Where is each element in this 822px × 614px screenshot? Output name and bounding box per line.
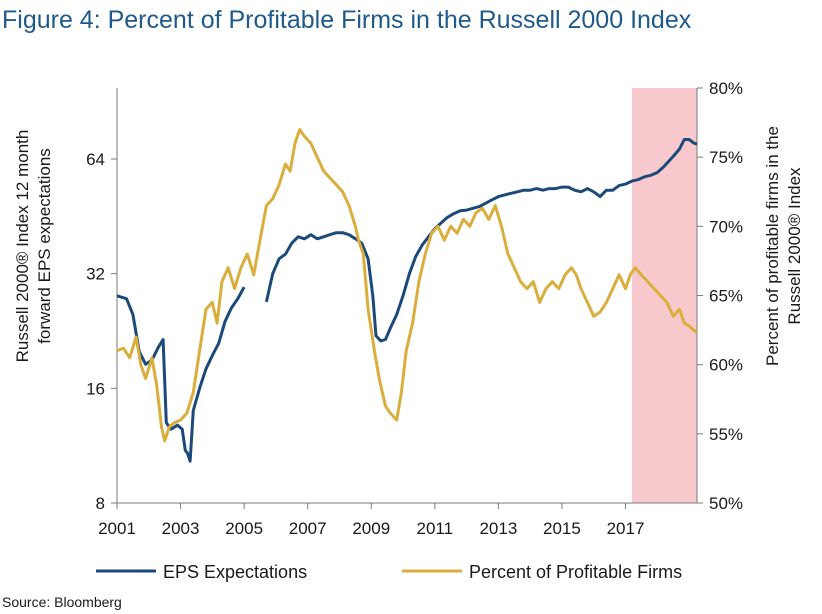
left-tick-label: 64 xyxy=(86,150,105,169)
legend-label-profitable: Percent of Profitable Firms xyxy=(469,562,682,582)
x-tick-label: 2007 xyxy=(289,519,327,538)
right-axis-label-line1: Percent of profitable firms in the xyxy=(763,126,782,366)
legend-label-eps: EPS Expectations xyxy=(163,562,307,582)
chart-title: Figure 4: Percent of Profitable Firms in… xyxy=(2,6,692,34)
x-tick-label: 2011 xyxy=(417,519,454,538)
right-tick-label: 70% xyxy=(709,217,743,236)
left-tick-label: 16 xyxy=(86,379,105,398)
right-tick-label: 60% xyxy=(709,356,743,375)
x-tick-label: 2015 xyxy=(543,519,581,538)
left-tick-label: 32 xyxy=(86,265,105,284)
x-tick-label: 2003 xyxy=(162,519,200,538)
right-axis-label-line2: Russell 2000® Index xyxy=(785,167,804,325)
right-tick-label: 65% xyxy=(709,287,743,306)
x-tick-label: 2005 xyxy=(225,519,263,538)
x-tick-label: 2013 xyxy=(479,519,517,538)
eps-expectations-line-segment-0 xyxy=(116,286,246,463)
source-note: Source: Bloomberg xyxy=(2,594,122,610)
right-tick-label: 50% xyxy=(709,494,743,513)
forecast-highlight-band xyxy=(631,88,697,503)
x-tick-label: 2017 xyxy=(607,519,645,538)
x-tick-label: 2009 xyxy=(352,519,390,538)
eps-expectations-line-segment-1 xyxy=(264,138,698,343)
left-tick-label: 8 xyxy=(96,494,105,513)
right-tick-label: 55% xyxy=(709,425,743,444)
left-axis-label-line1: Russell 2000® Index 12 month xyxy=(13,130,32,363)
x-tick-label: 2001 xyxy=(98,519,136,538)
left-axis-label-line2: forward EPS expectations xyxy=(35,148,54,344)
profitable-firms-line-segment-0 xyxy=(116,128,698,443)
right-tick-label: 80% xyxy=(709,79,743,98)
right-tick-label: 75% xyxy=(709,148,743,167)
